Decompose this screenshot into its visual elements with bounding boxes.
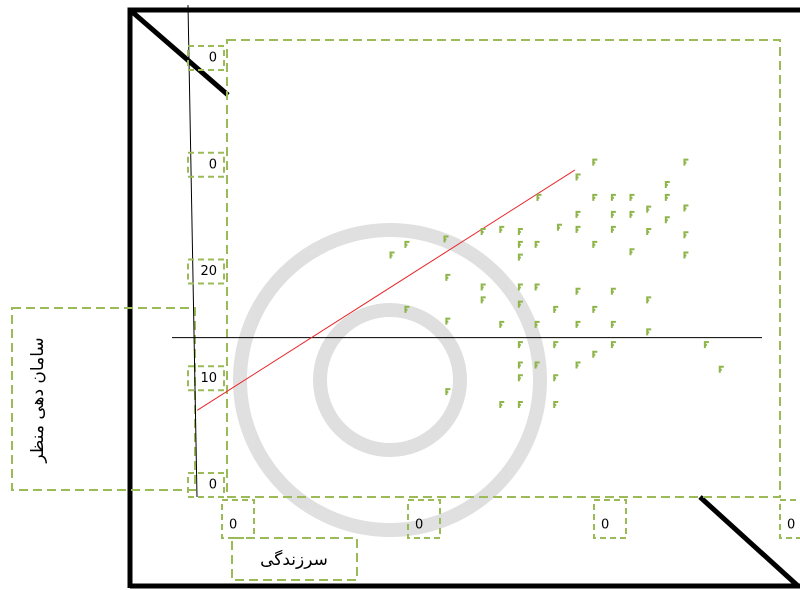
point (592, 350, 598, 358)
y-axis (187, 4, 198, 498)
point (575, 173, 581, 181)
y-tick-label: 20 (200, 264, 217, 279)
point (499, 225, 505, 233)
point (480, 283, 486, 291)
point (592, 305, 598, 313)
point (664, 216, 670, 224)
point (389, 251, 395, 259)
point (629, 210, 635, 218)
point (629, 193, 635, 201)
plot-box (226, 39, 781, 498)
x-tick-box (593, 499, 627, 539)
point (610, 341, 616, 349)
x-tick-box (779, 499, 800, 539)
point (610, 287, 616, 295)
point (480, 228, 486, 236)
point (445, 388, 451, 396)
point (534, 240, 540, 248)
point (646, 296, 652, 304)
point (575, 225, 581, 233)
point (480, 296, 486, 304)
point (443, 235, 449, 243)
point (592, 193, 598, 201)
trend-line (196, 169, 576, 411)
point (517, 240, 523, 248)
point (629, 248, 635, 256)
point (575, 210, 581, 218)
point (683, 231, 689, 239)
point (534, 361, 540, 369)
y-tick-box (187, 472, 225, 498)
y-tick-label: 10 (200, 371, 217, 386)
point (646, 228, 652, 236)
point (664, 193, 670, 201)
frame-diagonal (128, 8, 230, 97)
y-tick-label: 0 (209, 51, 217, 66)
point (499, 320, 505, 328)
point (517, 283, 523, 291)
point (445, 273, 451, 281)
point (517, 400, 523, 408)
x-tick-label: 0 (229, 518, 237, 533)
y-tick-label: 0 (209, 157, 217, 172)
frame-diagonal (698, 495, 800, 588)
point (646, 205, 652, 213)
point (646, 328, 652, 336)
point (718, 365, 724, 373)
point (517, 361, 523, 369)
point (592, 240, 598, 248)
point (575, 361, 581, 369)
point (404, 240, 410, 248)
point (610, 225, 616, 233)
point (575, 320, 581, 328)
point (592, 158, 598, 166)
x-tick-label: 0 (601, 518, 609, 533)
point (610, 210, 616, 218)
watermark (233, 223, 547, 537)
x-axis-title: سرزندگی (260, 549, 328, 570)
point (556, 223, 562, 231)
point (553, 341, 559, 349)
point (553, 374, 559, 382)
point (610, 320, 616, 328)
y-tick-label: 0 (209, 478, 217, 493)
point (445, 317, 451, 325)
x-tick-box (407, 499, 441, 539)
point (664, 181, 670, 189)
point (404, 305, 410, 313)
point (517, 341, 523, 349)
x-tick-box (221, 499, 255, 539)
x-tick-label: 0 (787, 518, 795, 533)
point (517, 228, 523, 236)
y-axis-title: سامان دهی منظر (28, 337, 48, 463)
point (499, 400, 505, 408)
point (517, 374, 523, 382)
point (703, 341, 709, 349)
point (517, 300, 523, 308)
point (610, 193, 616, 201)
point (536, 193, 542, 201)
point (553, 305, 559, 313)
point (575, 287, 581, 295)
point (553, 400, 559, 408)
point (534, 283, 540, 291)
point (517, 253, 523, 261)
x-tick-label: 0 (415, 518, 423, 533)
point (683, 251, 689, 259)
frame (127, 7, 800, 588)
point (683, 204, 689, 212)
y-tick-box (187, 151, 225, 178)
point (534, 320, 540, 328)
point (683, 158, 689, 166)
x-title-box (231, 537, 358, 581)
